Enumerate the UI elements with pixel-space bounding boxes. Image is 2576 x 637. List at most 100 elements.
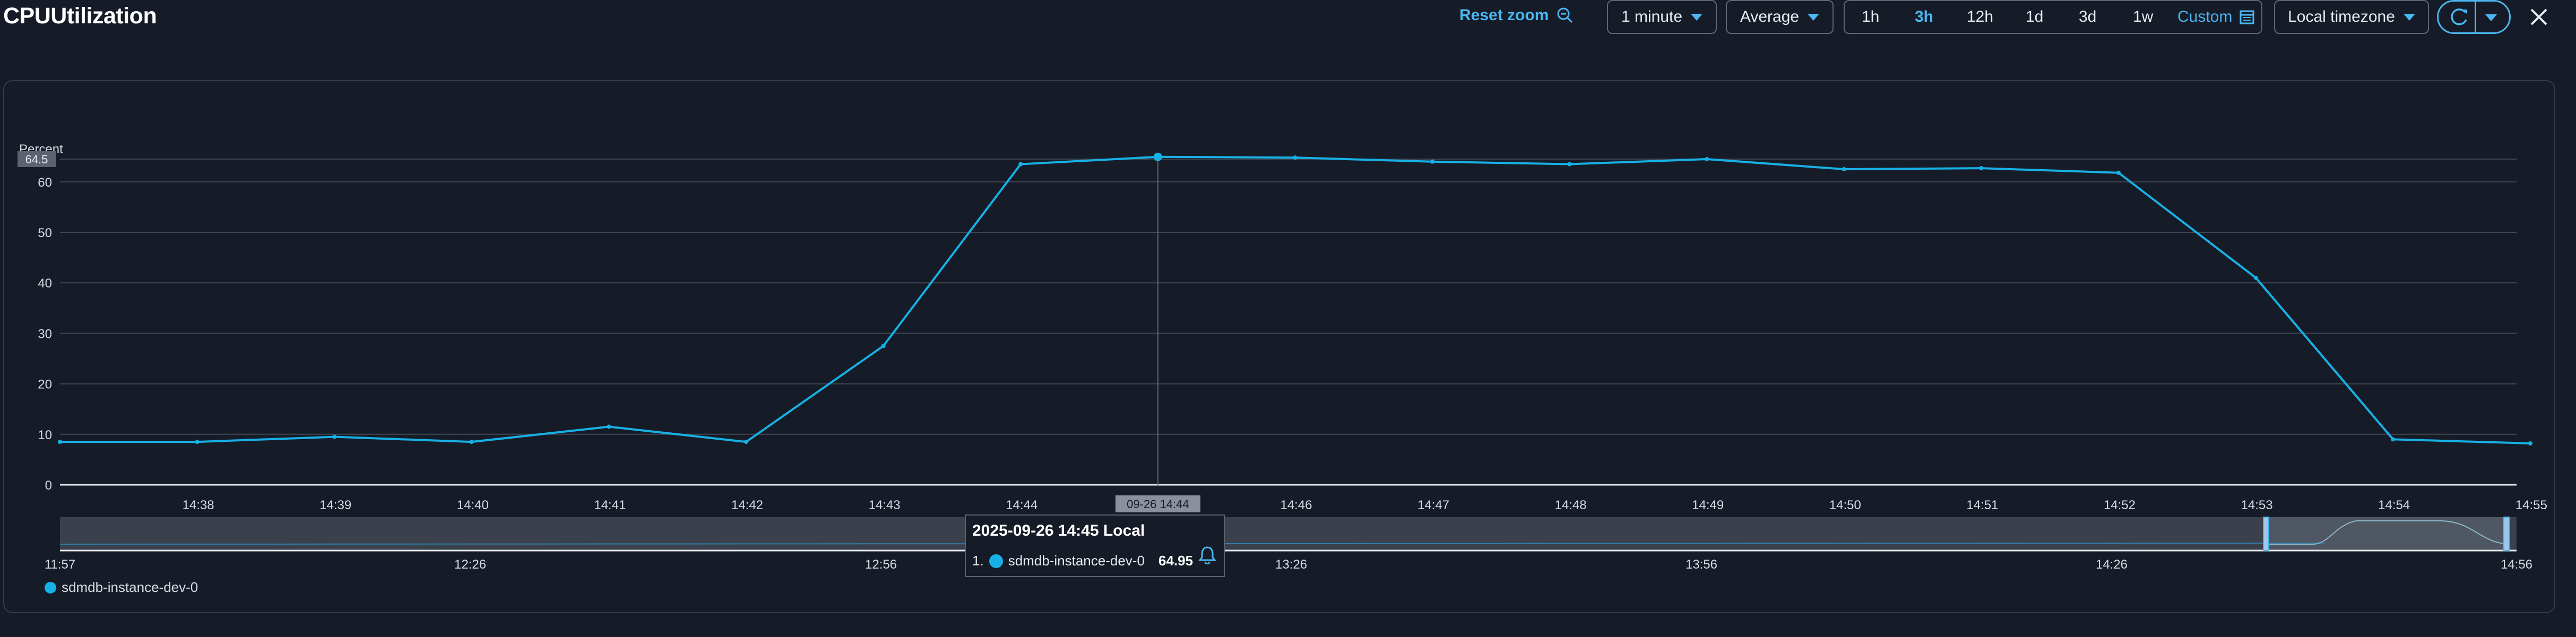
navigator-tick-label: 12:56 — [865, 557, 897, 572]
y-max-badge-label: 64.5 — [25, 153, 48, 166]
x-tick-label: 14:42 — [731, 498, 763, 512]
timezone-value: Local timezone — [2288, 8, 2395, 25]
period-dropdown[interactable]: 1 minute — [1607, 0, 1717, 34]
data-tooltip: 2025-09-26 14:45 Local 1. sdmdb-instance… — [965, 514, 1225, 577]
y-max-badge — [18, 151, 56, 167]
navigator-tick-label: 13:56 — [1685, 557, 1717, 572]
navigator-tick-label: 12:26 — [454, 557, 486, 572]
close-icon[interactable] — [2528, 6, 2549, 28]
refresh-icon[interactable] — [2446, 4, 2473, 30]
timezone-dropdown[interactable]: Local timezone — [2274, 0, 2429, 34]
series-line — [60, 155, 2530, 444]
data-point — [2253, 275, 2258, 280]
y-tick-label: 0 — [45, 478, 52, 493]
refresh-options-chevron-icon[interactable] — [2485, 14, 2497, 21]
x-tick-label: 14:44 — [1006, 498, 1038, 512]
tooltip-series-name: sdmdb-instance-dev-0 — [1008, 553, 1145, 569]
x-tick-label: 14:52 — [2104, 498, 2136, 512]
navigator-track — [60, 517, 2517, 551]
tooltip-row: 1. sdmdb-instance-dev-0 64.95 — [972, 553, 1193, 569]
navigator-series-zoomed — [2267, 520, 2508, 545]
statistic-dropdown[interactable]: Average — [1726, 0, 1834, 34]
data-point — [1430, 159, 1434, 164]
x-tick-label: 14:54 — [2378, 498, 2410, 512]
range-3h-button[interactable]: 3h — [1915, 8, 1934, 25]
x-tick-label: 14:39 — [319, 498, 351, 512]
navigator-right-handle[interactable] — [2503, 517, 2510, 551]
period-value: 1 minute — [1621, 8, 1683, 25]
data-point — [744, 440, 748, 444]
data-point — [332, 434, 337, 439]
navigator-tick-label: 14:26 — [2096, 557, 2128, 572]
x-tick-label: 14:47 — [1417, 498, 1449, 512]
data-point — [2116, 170, 2121, 175]
data-point — [1153, 152, 1162, 161]
y-tick-label: 30 — [38, 327, 52, 341]
refresh-button-group — [2437, 0, 2511, 34]
range-1h-button[interactable]: 1h — [1862, 8, 1880, 25]
data-point — [1705, 157, 1709, 161]
x-tick-label: 14:49 — [1692, 498, 1724, 512]
x-tick-label: 14:53 — [2241, 498, 2273, 512]
zoom-out-icon — [1557, 7, 1573, 23]
data-point — [1293, 155, 1298, 160]
chevron-down-icon — [1808, 13, 1820, 21]
x-tick-label: 14:43 — [869, 498, 901, 512]
x-tick-label: 14:55 — [2516, 498, 2547, 512]
tooltip-title: 2025-09-26 14:45 Local — [972, 522, 1145, 539]
range-1w-button[interactable]: 1w — [2133, 8, 2154, 25]
page-title: CPUUtilization — [3, 3, 157, 29]
navigator-selection — [2267, 517, 2507, 551]
x-tick-label: 14:50 — [1829, 498, 1861, 512]
data-point — [1018, 162, 1023, 167]
data-point — [2528, 441, 2532, 446]
calendar-icon — [2240, 10, 2254, 24]
data-point — [1567, 162, 1572, 167]
x-tick-label: 14:51 — [1966, 498, 1998, 512]
hover-x-badge-label: 09-26 14:44 — [1127, 498, 1189, 511]
tooltip-value: 64.95 — [1158, 553, 1193, 569]
custom-range-button[interactable]: Custom — [2177, 1, 2254, 33]
bell-icon[interactable] — [1198, 545, 1216, 564]
legend-color-dot — [45, 581, 56, 594]
y-tick-label: 60 — [38, 176, 52, 190]
data-point — [469, 440, 474, 444]
data-point — [607, 424, 611, 429]
navigator-tick-label: 14:56 — [2501, 557, 2532, 572]
legend-label: sdmdb-instance-dev-0 — [62, 579, 198, 595]
x-tick-label: 14:46 — [1280, 498, 1312, 512]
time-range-group: 1h 3h 12h 1d 3d 1w Custom — [1844, 0, 2262, 34]
data-point — [195, 440, 200, 444]
navigator-tick-label: 13:26 — [1275, 557, 1307, 572]
data-point — [1979, 166, 1984, 171]
range-3d-button[interactable]: 3d — [2079, 8, 2097, 25]
x-tick-label: 14:40 — [457, 498, 489, 512]
refresh-divider — [2475, 0, 2476, 34]
navigator-left-handle[interactable] — [2263, 517, 2269, 551]
hover-x-badge — [1115, 495, 1200, 512]
chevron-down-icon — [1691, 13, 1703, 21]
custom-range-label: Custom — [2177, 8, 2233, 25]
chevron-down-icon — [2403, 13, 2415, 21]
chart-panel — [3, 80, 2555, 613]
y-tick-label: 20 — [38, 378, 52, 392]
x-tick-label: 14:41 — [594, 498, 626, 512]
range-1d-button[interactable]: 1d — [2026, 8, 2044, 25]
statistic-value: Average — [1740, 8, 1800, 25]
data-point — [58, 440, 62, 444]
y-tick-label: 50 — [38, 226, 52, 240]
y-tick-label: 10 — [38, 428, 52, 442]
x-tick-label: 14:48 — [1555, 498, 1587, 512]
x-tick-label: 14:38 — [183, 498, 214, 512]
navigator-tick-label: 11:57 — [45, 557, 75, 572]
reset-zoom-button[interactable]: Reset zoom — [1459, 6, 1574, 24]
data-point — [881, 344, 886, 348]
data-point — [2391, 437, 2396, 442]
y-tick-label: 40 — [38, 276, 52, 291]
chart-legend[interactable]: sdmdb-instance-dev-0 — [45, 579, 198, 596]
data-point — [1842, 167, 1846, 172]
range-12h-button[interactable]: 12h — [1967, 8, 1994, 25]
